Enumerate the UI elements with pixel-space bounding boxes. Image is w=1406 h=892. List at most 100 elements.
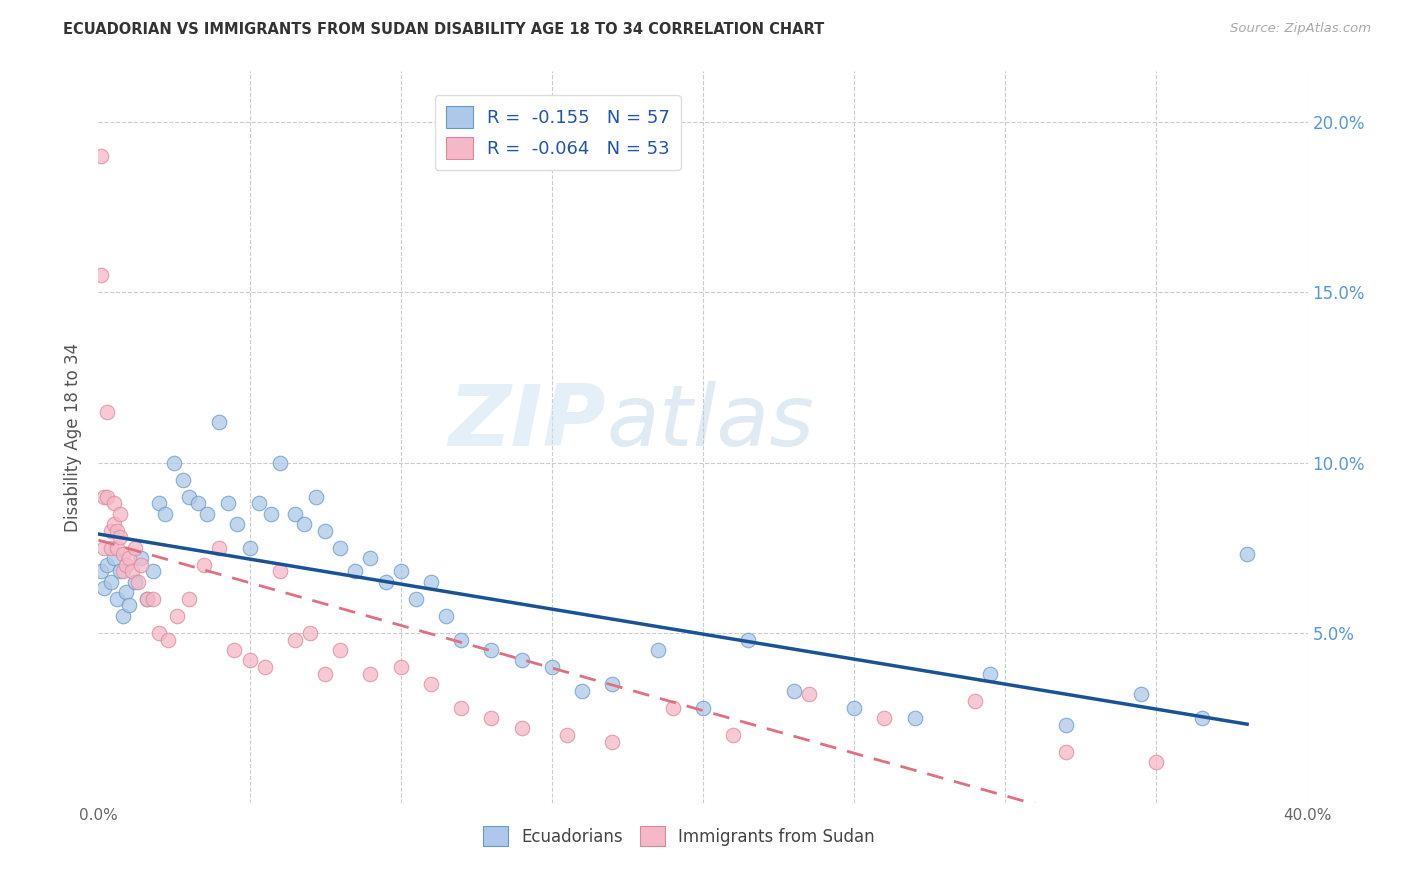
Point	[965, 694, 987, 708]
Point	[108, 531, 131, 545]
Point	[269, 565, 291, 579]
Point	[1191, 711, 1213, 725]
Point	[239, 541, 262, 555]
Point	[90, 149, 112, 163]
Point	[737, 632, 759, 647]
Point	[111, 565, 134, 579]
Point	[314, 666, 336, 681]
Point	[510, 653, 533, 667]
Point	[187, 496, 209, 510]
Point	[481, 642, 503, 657]
Point	[1054, 745, 1077, 759]
Point	[118, 599, 141, 613]
Point	[1130, 687, 1153, 701]
Point	[783, 683, 806, 698]
Point	[93, 490, 115, 504]
Point	[1054, 717, 1077, 731]
Point	[129, 558, 152, 572]
Point	[93, 541, 115, 555]
Point	[602, 734, 624, 748]
Point	[103, 550, 125, 565]
Point	[292, 516, 315, 531]
Point	[247, 496, 270, 510]
Point	[96, 404, 118, 418]
Point	[344, 565, 367, 579]
Point	[135, 591, 157, 606]
Point	[100, 524, 122, 538]
Point	[103, 496, 125, 510]
Point	[1144, 755, 1167, 769]
Point	[224, 642, 246, 657]
Point	[571, 683, 593, 698]
Point	[142, 565, 165, 579]
Point	[96, 558, 118, 572]
Point	[284, 632, 307, 647]
Point	[797, 687, 820, 701]
Point	[481, 711, 503, 725]
Point	[510, 721, 533, 735]
Point	[299, 625, 322, 640]
Point	[179, 591, 201, 606]
Point	[420, 574, 443, 589]
Point	[108, 507, 131, 521]
Point	[103, 516, 125, 531]
Point	[105, 524, 128, 538]
Point	[156, 632, 179, 647]
Point	[305, 490, 328, 504]
Text: atlas: atlas	[606, 381, 814, 464]
Point	[153, 507, 176, 521]
Point	[105, 591, 128, 606]
Point	[979, 666, 1001, 681]
Point	[844, 700, 866, 714]
Point	[555, 728, 578, 742]
Point	[723, 728, 745, 742]
Point	[284, 507, 307, 521]
Point	[90, 268, 112, 283]
Point	[114, 558, 136, 572]
Point	[374, 574, 396, 589]
Point	[124, 574, 146, 589]
Point	[195, 507, 218, 521]
Point	[420, 677, 443, 691]
Point	[163, 456, 186, 470]
Point	[121, 565, 143, 579]
Point	[100, 574, 122, 589]
Point	[389, 659, 412, 673]
Point	[179, 490, 201, 504]
Point	[105, 541, 128, 555]
Point	[100, 541, 122, 555]
Point	[269, 456, 291, 470]
Point	[434, 608, 457, 623]
Point	[93, 582, 115, 596]
Point	[111, 608, 134, 623]
Point	[253, 659, 276, 673]
Point	[1236, 548, 1258, 562]
Point	[450, 632, 472, 647]
Point	[239, 653, 262, 667]
Point	[661, 700, 683, 714]
Point	[873, 711, 896, 725]
Point	[389, 565, 412, 579]
Point	[148, 625, 170, 640]
Point	[208, 415, 231, 429]
Text: ZIP: ZIP	[449, 381, 606, 464]
Point	[226, 516, 249, 531]
Point	[647, 642, 669, 657]
Point	[90, 565, 112, 579]
Legend: Ecuadorians, Immigrants from Sudan: Ecuadorians, Immigrants from Sudan	[477, 820, 882, 853]
Point	[127, 574, 149, 589]
Point	[904, 711, 927, 725]
Point	[148, 496, 170, 510]
Point	[692, 700, 714, 714]
Point	[193, 558, 215, 572]
Point	[124, 541, 146, 555]
Point	[360, 666, 382, 681]
Point	[602, 677, 624, 691]
Point	[129, 550, 152, 565]
Point	[260, 507, 283, 521]
Point	[118, 550, 141, 565]
Point	[314, 524, 336, 538]
Point	[329, 541, 352, 555]
Point	[166, 608, 188, 623]
Point	[405, 591, 427, 606]
